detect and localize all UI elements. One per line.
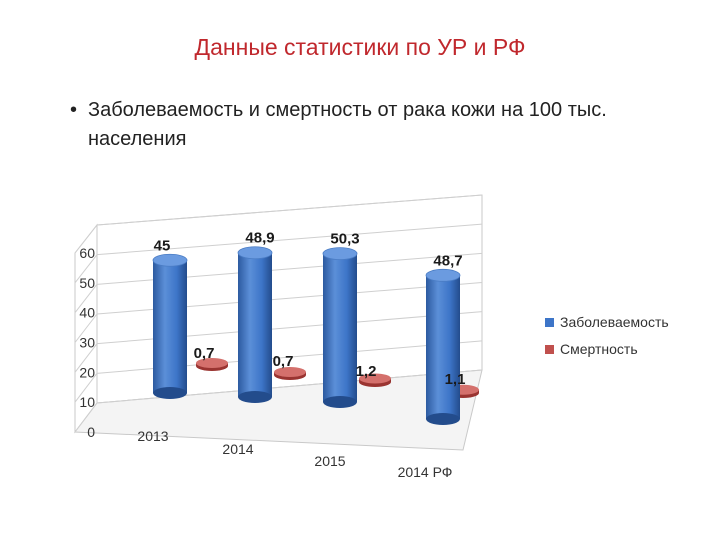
bar-zabolevaemost	[426, 275, 460, 419]
gridline	[96, 223, 483, 256]
bar-zabolevaemost	[153, 260, 187, 393]
data-label-zabolevaemost: 50,3	[330, 231, 359, 248]
bar-zabolevaemost-base	[153, 387, 187, 399]
gridline-side	[74, 343, 98, 373]
gridline-side	[74, 402, 98, 433]
y-tick-label: 20	[79, 364, 95, 380]
data-label-zabolevaemost: 48,9	[245, 230, 274, 247]
x-tick-label: 2014 РФ	[398, 464, 453, 480]
data-label-smertnost: 1,2	[356, 363, 377, 380]
legend-swatch	[545, 345, 554, 354]
bar-zabolevaemost-top	[152, 253, 188, 267]
y-tick-label: 40	[79, 305, 95, 321]
x-tick-label: 2014	[222, 441, 253, 457]
bar-zabolevaemost-top	[322, 247, 358, 261]
bullet-item: • Заболеваемость и смертность от рака ко…	[70, 96, 698, 154]
data-label-zabolevaemost: 48,7	[433, 252, 462, 269]
x-tick-label: 2013	[137, 428, 168, 444]
legend-swatch	[545, 318, 554, 327]
gridline-side	[74, 373, 98, 403]
gridline-side	[74, 224, 98, 254]
bullet-text: Заболеваемость и смертность от рака кожи…	[88, 99, 607, 150]
bar-smertnost-top	[196, 358, 228, 368]
y-tick-label: 30	[79, 335, 95, 351]
data-label-smertnost: 0,7	[273, 353, 294, 370]
bar-zabolevaemost	[238, 252, 272, 397]
legend-label: Смертность	[560, 341, 638, 357]
bullet-dot: •	[70, 99, 78, 121]
bar-zabolevaemost-base	[238, 391, 272, 403]
legend-label: Заболеваемость	[560, 314, 669, 330]
gridline	[96, 194, 483, 226]
data-label-smertnost: 0,7	[194, 345, 215, 362]
slide-title: Данные статистики по УР и РФ	[194, 34, 526, 60]
bar-smertnost-top	[274, 367, 306, 377]
bar-zabolevaemost-top	[237, 246, 273, 260]
bar-zabolevaemost-top	[425, 268, 461, 282]
gridline-side	[74, 284, 98, 313]
gridline-side	[74, 313, 98, 343]
x-tick-label: 2015	[314, 453, 345, 469]
bar-zabolevaemost-base	[426, 413, 460, 425]
y-tick-label: 0	[87, 424, 95, 440]
data-label-smertnost: 1,1	[445, 371, 466, 388]
gridline-side	[74, 254, 98, 284]
y-tick-label: 60	[79, 245, 95, 261]
data-label-zabolevaemost: 45	[154, 237, 171, 254]
bar-zabolevaemost	[323, 253, 357, 402]
y-tick-label: 50	[79, 275, 95, 291]
y-tick-label: 10	[79, 394, 95, 410]
bar-zabolevaemost-base	[323, 396, 357, 408]
bar-smertnost-top	[359, 373, 391, 384]
